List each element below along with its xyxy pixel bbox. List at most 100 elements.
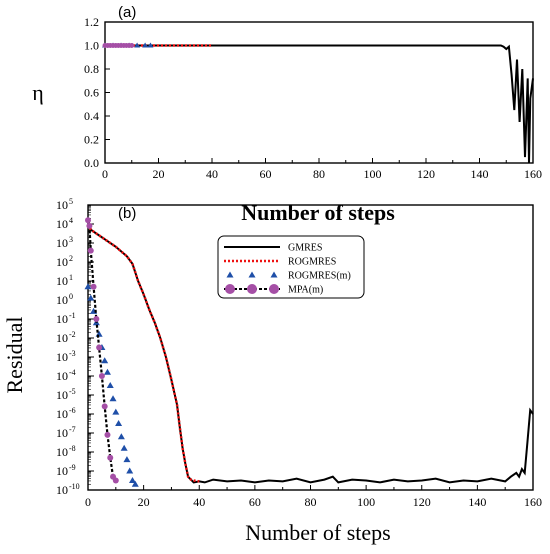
y-tick-label: 10 [56,426,68,440]
panel-a-series [102,42,534,164]
x-tick-label: 20 [153,167,165,181]
y-tick-exponent: -10 [69,482,80,491]
y-tick-exponent: -9 [69,463,76,472]
x-tick-label: 100 [357,495,375,509]
series-mpa-m-marker [93,316,100,322]
x-tick-label: 40 [206,167,218,181]
series-rogmres-m-marker [103,368,111,375]
panel-b-label: (b) [118,205,136,222]
x-tick-label: 60 [260,167,272,181]
series-rogmres-m-marker [84,283,92,290]
y-tick-exponent: 3 [69,235,73,244]
x-tick-label: 160 [524,167,542,181]
series-mpa-m-marker [87,247,94,254]
y-tick-label: 1.0 [84,39,99,53]
x-tick-label: 120 [417,167,435,181]
x-tick-label: 100 [364,167,382,181]
x-tick-label: 160 [524,495,542,509]
panel-b-xlabel: Number of steps [245,520,390,545]
legend-swatch-mpa-m [247,284,257,294]
series-mpa-m-marker [107,454,114,461]
y-tick-exponent: 2 [69,254,73,263]
x-tick-label: 60 [249,495,261,509]
series-rogmres-line [86,219,200,483]
x-tick-label: 140 [468,495,486,509]
legend: GMRES ROGMRES ROGMRES(m) MPA(m) [217,235,365,299]
series-rogmres-m-marker [126,467,134,474]
x-tick-label: 140 [471,167,489,181]
y-tick-label: 10 [56,388,68,402]
y-tick-label: 10 [56,274,68,288]
legend-swatch-rogmres-m [248,271,256,278]
x-tick-label: 0 [85,495,91,509]
y-tick-exponent: 4 [69,216,73,225]
y-tick-label: 10 [56,407,68,421]
y-tick-label: 10 [56,350,68,364]
y-tick-label: 0.8 [84,62,99,76]
y-tick-label: 10 [56,445,68,459]
y-tick-label: 10 [56,312,68,326]
y-tick-exponent: 0 [69,292,73,301]
x-tick-label: 120 [413,495,431,509]
y-tick-exponent: 5 [69,197,73,206]
x-tick-label: 40 [193,495,205,509]
series-mpa-m-line [86,219,117,482]
y-tick-exponent: -4 [69,368,76,377]
y-tick-label: 10 [56,464,68,478]
series-rogmres-m-marker [147,42,154,48]
y-tick-label: 10 [56,198,68,212]
series-rogmres-m-marker [142,42,149,48]
y-tick-exponent: -1 [69,311,76,320]
series-mpa-m-marker [90,283,97,290]
y-tick-label: 10 [56,369,68,383]
legend-swatch-rogmres-m [226,271,234,278]
y-tick-label: 10 [56,293,68,307]
series-rogmres-m-marker [109,395,117,402]
panel-a-ticks: 0 20 40 60 80 100 120 140 160 0.0 0.2 0.4 0.6 0.8 1.0 1… [84,15,542,181]
legend-swatch-mpa-m [269,284,279,294]
series-rogmres-m-marker [115,420,123,426]
y-tick-exponent: -5 [69,387,76,396]
y-tick-exponent: -7 [69,425,76,434]
y-tick-label: 10 [56,331,68,345]
y-tick-exponent: -3 [69,349,76,358]
panel-a-plot-frame [104,21,534,164]
panel-a-xlabel: Number of steps [241,200,395,225]
legend-swatch-mpa-m [225,284,235,294]
panel-a-ylabel: η [32,80,44,105]
series-rogmres-m-marker [106,382,114,388]
series-mpa-m-marker [85,217,91,224]
panel-a-label: (a) [118,4,136,21]
series-mpa-m-marker [104,431,111,438]
series-rogmres-m-marker [134,42,141,48]
legend-entry-label: ROGMRES [288,257,336,268]
series-rogmres-m-marker [112,408,120,415]
series-rogmres-m-marker [123,456,131,463]
y-tick-label: 0.0 [84,156,99,170]
y-tick-label: 10 [56,483,68,497]
series-rogmres-m-marker [129,477,136,483]
series-rogmres-m-marker [117,433,125,440]
panel-b-series [84,217,534,487]
x-tick-label: 80 [305,495,317,509]
series-rogmres-m-marker [131,480,139,487]
y-tick-exponent: -6 [69,406,76,415]
legend-entry-label: ROGMRES(m) [288,271,351,282]
panel-b-ylabel: Residual [2,317,27,394]
legend-box [217,235,365,299]
series-gmres-line [105,44,534,164]
y-tick-label: 0.4 [84,109,99,123]
y-tick-label: 10 [56,217,68,231]
series-rogmres-m-marker [101,357,109,364]
y-tick-label: 10 [56,255,68,269]
legend-swatch-rogmres-m [270,271,278,278]
y-tick-exponent: -8 [69,444,76,453]
x-tick-label: 0 [102,167,108,181]
panel-a: 0 20 40 60 80 100 120 140 160 0.0 0.2 0.4 0.6 0.8 1.0 1… [32,4,542,225]
series-mpa-m-marker [86,222,93,229]
series-mpa-m-marker [101,403,108,410]
series-rogmres-m-marker [87,294,95,301]
y-tick-label: 0.2 [84,133,99,147]
